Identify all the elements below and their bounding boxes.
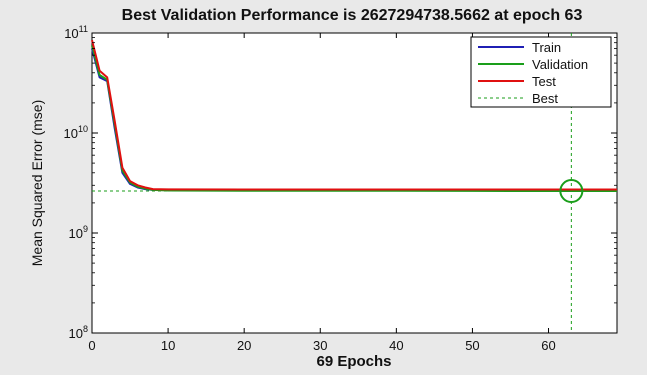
series-line-test — [91, 39, 617, 191]
legend-box — [470, 36, 612, 108]
y-tick-label: 108 — [69, 324, 88, 341]
x-tick-label: 20 — [237, 338, 251, 353]
x-tick-label: 60 — [541, 338, 555, 353]
legend-label-validation: Validation — [532, 57, 588, 72]
x-tick-label: 30 — [313, 338, 327, 353]
x-tick-label: 40 — [389, 338, 403, 353]
x-tick-label: 50 — [465, 338, 479, 353]
y-tick-label: 1011 — [64, 24, 88, 41]
legend-entries: Train Validation Test Best — [478, 40, 588, 106]
y-axis-label: Mean Squared Error (mse) — [29, 100, 45, 267]
chart-title: Best Validation Performance is 262729473… — [122, 7, 583, 24]
y-tick-label: 1010 — [64, 124, 88, 141]
x-tick-label: 0 — [88, 338, 95, 353]
legend: Train Validation Test Best — [470, 36, 612, 108]
legend-label-test: Test — [532, 74, 556, 89]
axis-layer: 0 10 20 30 40 50 60 108 109 1010 1011 — [64, 24, 617, 353]
legend-label-train: Train — [532, 40, 561, 55]
y-tick-label: 109 — [69, 224, 88, 241]
x-axis-label: 69 Epochs — [316, 353, 391, 370]
x-tick-label: 10 — [161, 338, 175, 353]
legend-label-best: Best — [532, 91, 558, 106]
best-point-marker — [559, 179, 584, 204]
